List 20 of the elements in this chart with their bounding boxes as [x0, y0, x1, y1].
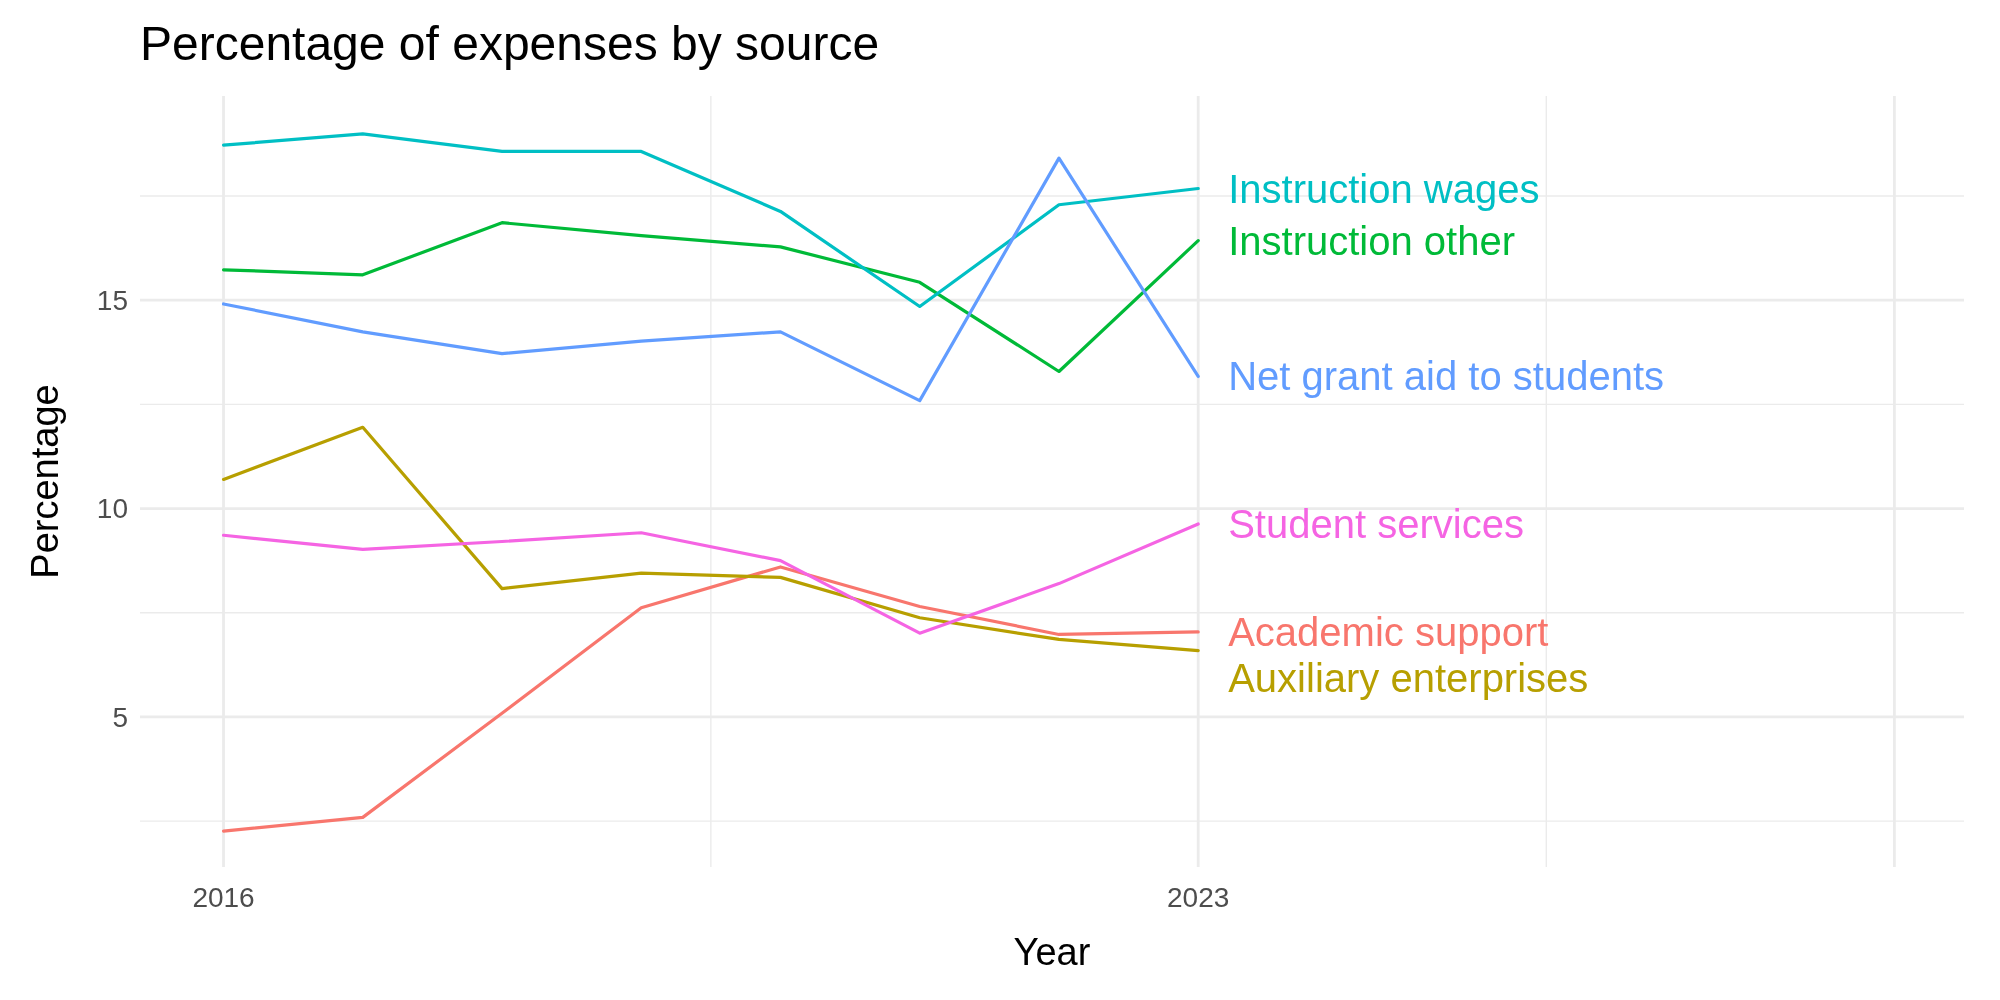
line-series [221, 425, 1200, 653]
series-label: Academic support [1228, 609, 1549, 654]
series-label: Student services [1228, 502, 1524, 547]
line-series [221, 565, 1200, 833]
chart-title: Percentage of expenses by source [140, 17, 880, 70]
y-tick-label: 15 [96, 285, 128, 317]
x-axis-title: Year [1013, 931, 1091, 973]
x-tick-label: 2023 [1167, 882, 1230, 913]
y-tick-label: 10 [96, 493, 128, 525]
series-label: Auxiliary enterprises [1228, 655, 1589, 700]
y-tick-label: 5 [112, 701, 128, 733]
line-series [221, 132, 1200, 309]
y-axis-title: Percentage [24, 384, 66, 579]
series-label: Net grant aid to students [1228, 354, 1665, 399]
line-series [221, 221, 1200, 374]
line-series [221, 156, 1200, 403]
series-label: Instruction other [1228, 218, 1516, 263]
x-tick-label: 2016 [192, 882, 255, 913]
series-label: Instruction wages [1228, 166, 1540, 211]
line-series [221, 522, 1200, 635]
